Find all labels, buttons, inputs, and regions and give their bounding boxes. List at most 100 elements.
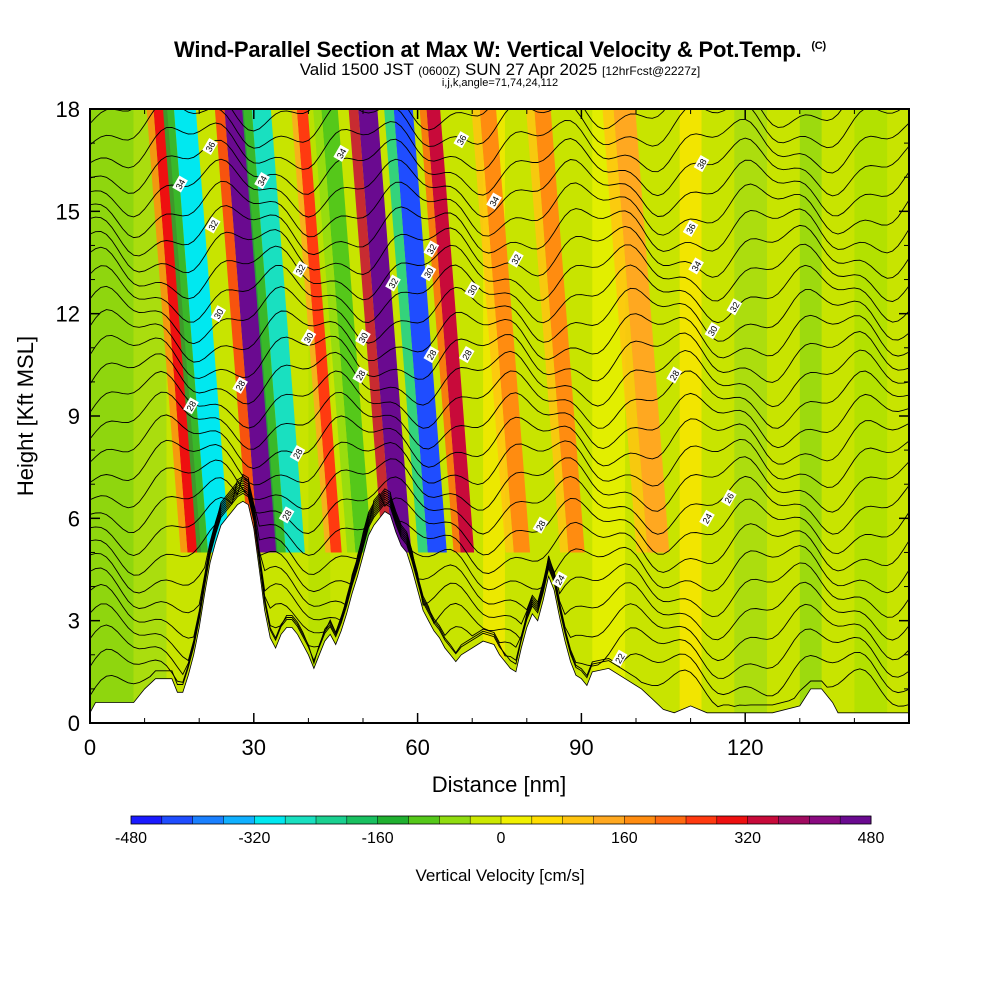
chart-title: Wind-Parallel Section at Max W: Vertical…: [174, 37, 826, 62]
contour-label-bg: [693, 155, 710, 173]
contour-label: 32: [423, 240, 440, 258]
contour-label-bg: [183, 397, 199, 415]
contour-label-text: 38: [695, 157, 709, 171]
theta-contours: [90, 109, 909, 708]
theta-contour: [90, 480, 909, 594]
contour-label: 26: [720, 489, 737, 507]
contour-label: 34: [333, 144, 350, 162]
colorbar-tick-label: 0: [497, 830, 506, 847]
contour-label-text: 32: [425, 242, 439, 256]
velocity-band: [534, 109, 585, 553]
contour-label-text: 34: [174, 177, 188, 191]
contour-label-text: 34: [488, 195, 502, 209]
contour-label-bg: [210, 305, 227, 323]
contour-label-text: 36: [455, 133, 469, 147]
contour-label-bg: [532, 516, 549, 534]
x-axis-label: Distance [nm]: [432, 772, 567, 797]
contour-label-bg: [333, 144, 350, 162]
terrain-mask: [89, 500, 910, 724]
colorbar-swatch: [501, 816, 533, 824]
contour-label-text: 24: [553, 573, 567, 587]
contour-label-bg: [666, 366, 683, 384]
contour-label-text: 36: [684, 222, 698, 236]
contour-label-bg: [486, 192, 502, 210]
contour-label-text: 32: [509, 253, 523, 267]
contour-label: 34: [254, 172, 270, 190]
contour-label: 30: [464, 281, 481, 299]
y-tick-label: 18: [56, 97, 80, 122]
contour-label: 28: [289, 444, 306, 463]
contour-label: 30: [210, 305, 227, 323]
theta-contour: [90, 309, 909, 363]
contour-label-text: 30: [466, 283, 480, 297]
colorbar-label: Vertical Velocity [cm/s]: [415, 866, 584, 885]
contour-label-text: 32: [294, 263, 308, 277]
contour-label: 28: [232, 376, 248, 394]
colorbar-swatch: [408, 816, 440, 824]
contour-label: 36: [453, 131, 470, 149]
velocity-band: [173, 109, 230, 553]
contour-label-bg: [300, 328, 317, 347]
velocity-band-edge: [348, 109, 393, 553]
colorbar-swatch: [192, 816, 224, 824]
contour-label-bg: [423, 346, 440, 364]
contour-label: 36: [202, 137, 218, 156]
theta-contour: [90, 438, 909, 488]
velocity-band: [479, 109, 531, 553]
colorbar-swatch: [655, 816, 687, 824]
contour-label-bg: [508, 250, 524, 268]
contour-label: 28: [458, 346, 475, 364]
velocity-band-edge: [602, 109, 648, 553]
contour-label-bg: [352, 366, 369, 384]
velocity-band: [224, 109, 278, 553]
contour-label-text: 32: [728, 300, 742, 314]
theta-contour: [90, 414, 909, 469]
contour-label: 28: [532, 516, 549, 534]
colorbar-swatch: [716, 816, 749, 824]
theta-contour: [90, 264, 909, 324]
theta-contour: [90, 488, 909, 679]
contour-label: 32: [726, 298, 743, 316]
contour-label-bg: [704, 322, 721, 340]
y-tick-label: 15: [56, 199, 80, 224]
contour-label-text: 34: [256, 174, 270, 188]
contour-label: 28: [423, 346, 440, 364]
contour-label-text: 30: [357, 331, 371, 345]
velocity-band-edge: [526, 109, 569, 553]
theta-contour: [90, 484, 909, 641]
y-tick-label: 3: [68, 609, 80, 634]
velocity-band: [613, 109, 670, 553]
colorbar-swatch: [747, 816, 779, 824]
contour-label: 22: [611, 649, 628, 667]
contour-label-text: 28: [668, 369, 682, 383]
contour-label: 38: [693, 155, 710, 173]
contour-label: 34: [486, 192, 502, 210]
contour-label-text: 34: [690, 259, 704, 273]
velocity-band-edge: [471, 109, 514, 553]
velocity-band: [426, 109, 475, 553]
contour-label-text: 28: [280, 508, 294, 522]
contour-label-text: 28: [291, 447, 305, 461]
colorbar-swatch: [593, 816, 625, 824]
x-tick-label: 120: [727, 735, 764, 760]
colorbar-swatch: [809, 816, 841, 824]
contour-label-text: 28: [234, 379, 248, 393]
contour-label-bg: [172, 175, 188, 193]
contour-label-bg: [292, 260, 309, 278]
colorbar-swatch: [840, 816, 872, 824]
contour-label: 28: [352, 366, 369, 384]
contour-label-text: 32: [206, 218, 220, 232]
chart-subtitle: Valid 1500 JST (0600Z) SUN 27 Apr 2025 […: [299, 60, 701, 79]
contour-label-bg: [551, 571, 568, 589]
contour-label: 32: [508, 250, 524, 268]
contour-label-bg: [278, 506, 295, 524]
x-tick-label: 90: [569, 735, 593, 760]
colorbar-swatch: [254, 816, 286, 824]
colorbar-swatch: [131, 816, 163, 824]
velocity-band-edge: [291, 109, 331, 553]
contour-label-text: 30: [302, 331, 316, 345]
theta-contour: [90, 391, 909, 450]
velocity-band: [296, 109, 342, 553]
y-tick-label: 0: [68, 711, 80, 736]
